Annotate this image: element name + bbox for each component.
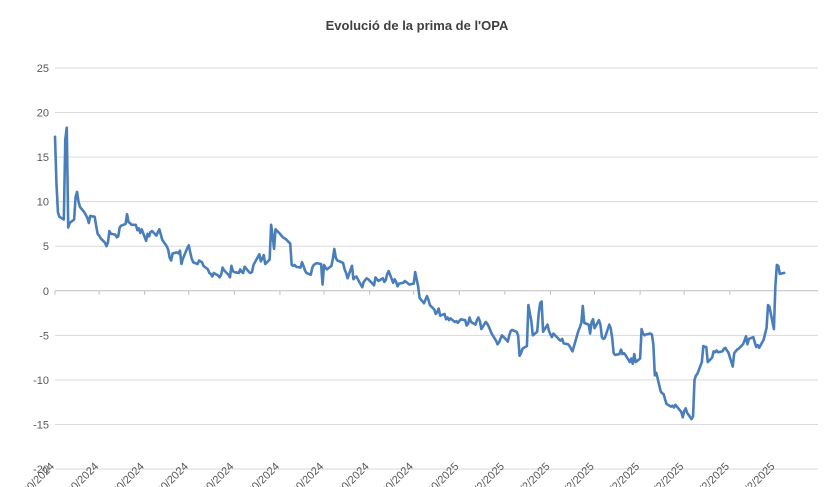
x-tick-label: 5/2/2025 — [558, 461, 597, 487]
y-tick-label: 20 — [37, 108, 49, 120]
x-tick-label: 3/2/2025 — [468, 461, 507, 487]
x-tick-label: 11/30/2024 — [325, 461, 372, 487]
y-tick-label: -10 — [33, 375, 49, 387]
chart-title: Evolució de la prima de l'OPA — [326, 18, 509, 33]
x-tick-label: 5/30/2024 — [58, 461, 101, 487]
y-tick-label: -15 — [33, 419, 49, 431]
y-tick-label: 5 — [43, 241, 49, 253]
x-tick-label: 8/2/2025 — [693, 461, 732, 487]
x-tick-label: 10/30/2024 — [279, 461, 326, 487]
x-tick-label: 7/30/2024 — [148, 461, 191, 487]
x-axis: 4/30/2024 5/30/2024 6/30/2024 7/30/2024 8/30… — [14, 290, 818, 487]
x-tick-label: 9/30/2024 — [239, 461, 282, 487]
x-tick-label: 6/2/2025 — [603, 461, 642, 487]
y-tick-label: -20 — [33, 464, 49, 476]
x-tick-label: 1/30/2025 — [418, 461, 461, 487]
x-tick-label: 4/2/2025 — [514, 461, 553, 487]
x-tick-label: 6/30/2024 — [104, 461, 147, 487]
y-tick-label: -5 — [39, 330, 49, 342]
gridlines — [55, 67, 818, 470]
x-tick-label: 9/2/2025 — [739, 461, 778, 487]
x-tick-label: 12/30/2024 — [368, 461, 415, 487]
y-tick-label: 10 — [37, 197, 49, 209]
y-tick-label: 25 — [37, 63, 49, 75]
series-line — [53, 126, 786, 421]
y-tick-label: 15 — [37, 152, 49, 164]
y-axis: 25 20 15 10 5 0 -5 -10 -15 -20 — [33, 63, 49, 476]
x-tick-label: 7/2/2025 — [648, 461, 687, 487]
x-tick-label: 8/30/2024 — [193, 461, 236, 487]
series-layer — [53, 126, 786, 421]
y-tick-label: 0 — [43, 286, 49, 298]
